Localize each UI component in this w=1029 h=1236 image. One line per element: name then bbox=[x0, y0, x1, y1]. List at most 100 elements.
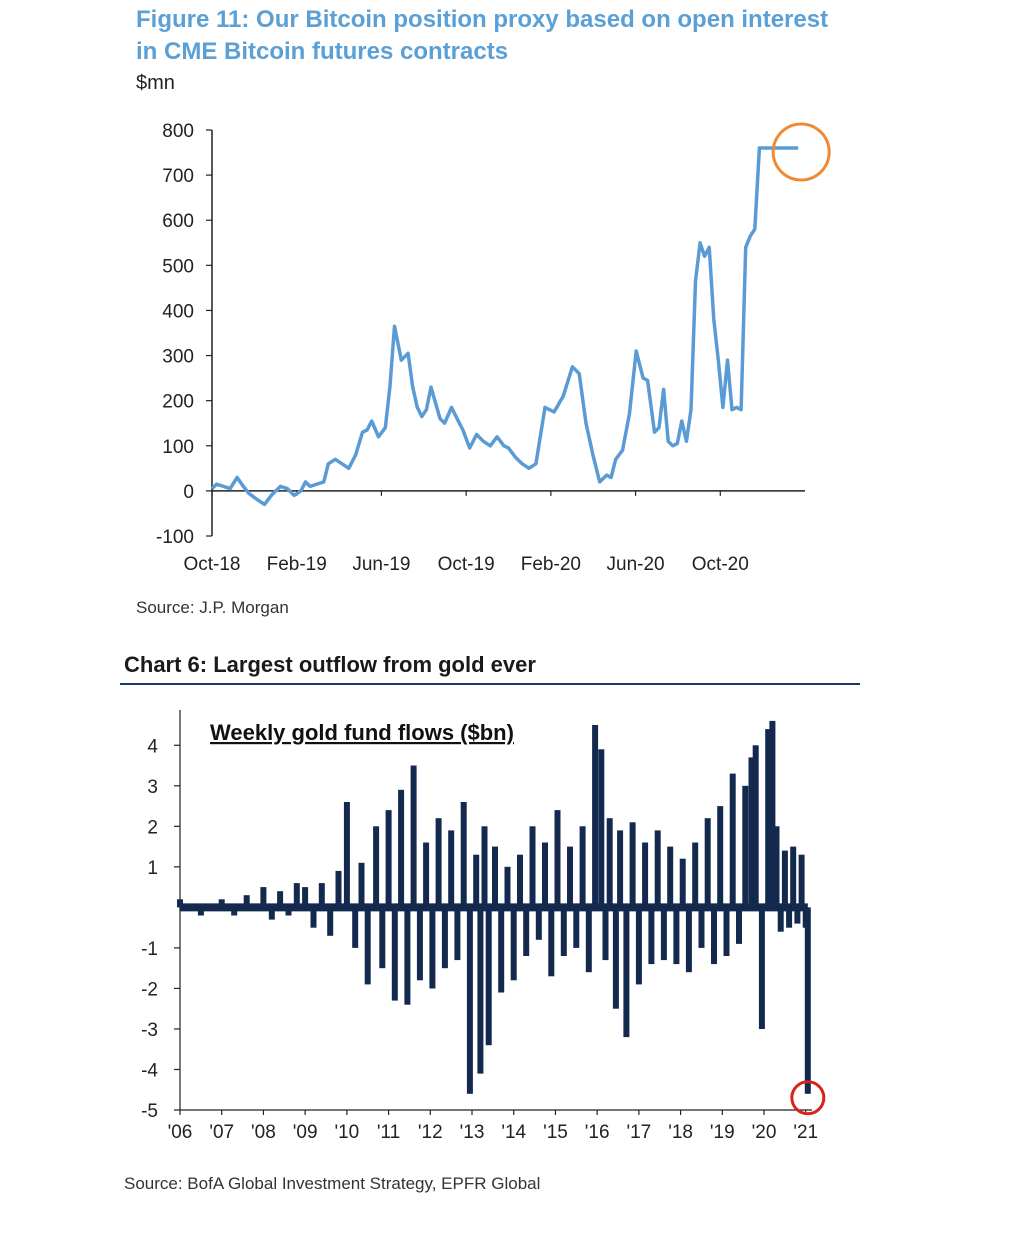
flow-bar bbox=[786, 907, 793, 928]
flow-bar bbox=[698, 907, 705, 948]
flow-bar bbox=[466, 907, 473, 1094]
flow-bar bbox=[517, 854, 523, 908]
flow-bar bbox=[460, 802, 467, 908]
flow-bar bbox=[231, 907, 238, 916]
flow-bar bbox=[794, 907, 801, 924]
flow-bar bbox=[742, 785, 749, 908]
figure1-unit-label: $mn bbox=[136, 72, 175, 94]
flow-bar bbox=[335, 870, 342, 908]
x-tick-label: '20 bbox=[752, 1122, 777, 1143]
flow-bar bbox=[598, 749, 605, 908]
flow-bar bbox=[410, 765, 417, 908]
flow-bar bbox=[358, 862, 365, 908]
flow-bar bbox=[535, 907, 542, 940]
flow-bar bbox=[268, 907, 275, 920]
y-tick-label: 1 bbox=[147, 858, 158, 879]
y-tick-label: 4 bbox=[147, 736, 158, 757]
flow-bar bbox=[441, 907, 448, 969]
flow-bar bbox=[177, 899, 183, 908]
x-tick-label: '19 bbox=[710, 1122, 735, 1143]
flow-bar bbox=[416, 907, 423, 981]
figure2-source: Source: BofA Global Investment Strategy,… bbox=[124, 1174, 541, 1193]
highlight-circle bbox=[790, 1080, 826, 1116]
x-tick-label: Oct-18 bbox=[183, 554, 240, 575]
flow-bar bbox=[548, 907, 555, 977]
flow-bar bbox=[529, 826, 536, 908]
flow-bar bbox=[218, 899, 225, 908]
flow-bar bbox=[398, 789, 405, 908]
flow-bar bbox=[679, 858, 686, 908]
flow-bar bbox=[385, 810, 392, 908]
flow-bar bbox=[602, 907, 609, 961]
flow-bar bbox=[542, 842, 548, 908]
flow-bar bbox=[773, 826, 780, 908]
flow-bar bbox=[454, 907, 461, 961]
x-tick-label: '12 bbox=[418, 1122, 443, 1143]
y-tick-label: 700 bbox=[162, 166, 194, 187]
flow-bar bbox=[606, 818, 613, 908]
figure1-source: Source: J.P. Morgan bbox=[136, 598, 289, 617]
flow-bar bbox=[327, 907, 334, 936]
x-tick-label: Jun-19 bbox=[352, 554, 410, 575]
bitcoin-position-line-chart: 800 700 600 500 400 300 200 100 0 -100 Oct-18 Feb-1… bbox=[156, 121, 831, 575]
flow-bar bbox=[498, 907, 505, 993]
flow-bar bbox=[660, 907, 667, 961]
y-tick-label: 200 bbox=[162, 392, 194, 413]
flow-bar bbox=[629, 822, 636, 908]
flow-bar bbox=[485, 907, 492, 1046]
y-tick-label: 100 bbox=[162, 437, 194, 458]
flow-bar bbox=[765, 729, 772, 908]
flow-bar bbox=[554, 810, 561, 908]
flow-bar bbox=[579, 826, 586, 908]
x-tick-label: '07 bbox=[209, 1122, 234, 1143]
y-tick-label: -2 bbox=[141, 979, 158, 1000]
flow-bar bbox=[612, 907, 619, 1009]
flow-bar bbox=[667, 846, 674, 908]
x-tick-label: Feb-20 bbox=[521, 554, 581, 575]
flow-bar bbox=[448, 830, 455, 908]
figure1-title: Figure 11: Our Bitcoin position proxy ba… bbox=[136, 6, 829, 65]
x-tick-label: '18 bbox=[668, 1122, 693, 1143]
y-tick-label: -5 bbox=[141, 1101, 158, 1122]
x-tick-label: '08 bbox=[251, 1122, 276, 1143]
flow-bar bbox=[798, 854, 805, 908]
x-tick-label: '15 bbox=[543, 1122, 568, 1143]
x-tick-label: Jun-20 bbox=[607, 554, 665, 575]
x-tick-label: Oct-19 bbox=[438, 554, 495, 575]
flow-bar bbox=[302, 887, 309, 908]
flow-bar bbox=[723, 907, 730, 956]
flow-bar bbox=[481, 826, 488, 908]
flow-bar bbox=[704, 818, 711, 908]
y-tick-label: 400 bbox=[162, 301, 194, 322]
flow-bar bbox=[736, 907, 742, 944]
x-tick-label: '09 bbox=[293, 1122, 318, 1143]
x-tick-label: '17 bbox=[626, 1122, 651, 1143]
flow-bar bbox=[804, 907, 811, 1094]
flow-bar bbox=[352, 907, 359, 948]
flow-bar bbox=[748, 757, 755, 908]
flow-bar bbox=[560, 907, 567, 956]
x-tick-label: '11 bbox=[377, 1122, 400, 1143]
flow-bar bbox=[435, 818, 442, 908]
flow-bar bbox=[277, 891, 284, 908]
flow-bar bbox=[504, 866, 511, 908]
flow-bar bbox=[318, 883, 325, 908]
flow-bar bbox=[197, 907, 204, 916]
flow-bar bbox=[777, 907, 784, 932]
flow-bar bbox=[711, 907, 717, 965]
flow-bar bbox=[492, 846, 498, 908]
inner-chart-title: Weekly gold fund flows ($bn) bbox=[210, 720, 514, 745]
flow-bar bbox=[404, 907, 411, 1005]
y-tick-label: 800 bbox=[162, 121, 194, 142]
x-tick-label: '13 bbox=[460, 1122, 485, 1143]
flow-bar bbox=[729, 773, 736, 908]
flow-bar bbox=[379, 907, 386, 969]
flow-bar bbox=[592, 725, 599, 908]
flow-bar bbox=[285, 907, 292, 916]
flow-bar bbox=[717, 806, 724, 908]
series-line bbox=[210, 146, 799, 507]
flow-bar bbox=[510, 907, 517, 981]
flow-bar bbox=[692, 842, 699, 908]
highlight-circle bbox=[771, 122, 831, 182]
